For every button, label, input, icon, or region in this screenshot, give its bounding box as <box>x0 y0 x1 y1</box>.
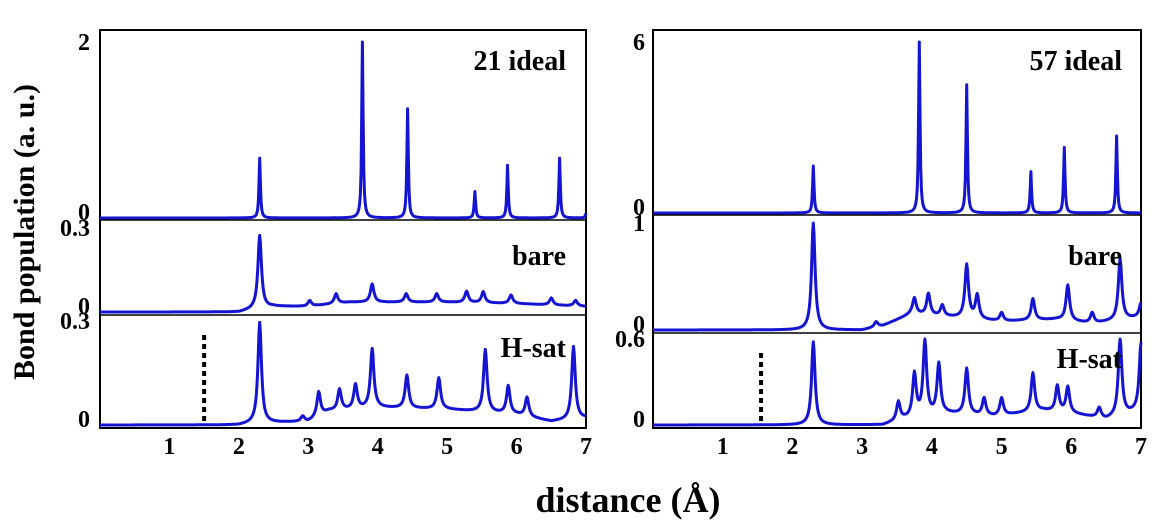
y-tick-label: 0 <box>633 195 645 221</box>
y-tick-label: 0 <box>633 407 645 433</box>
y-tick-label: 0.3 <box>60 309 90 335</box>
x-tick-label: 3 <box>302 434 314 460</box>
spectrum-line-2 <box>652 221 1143 332</box>
x-tick-label: 2 <box>786 434 798 460</box>
y-tick-label: 6 <box>633 30 645 56</box>
y-tick-label: 0 <box>78 200 90 226</box>
x-tick-label: 7 <box>1135 434 1147 460</box>
x-tick-label: 2 <box>233 434 245 460</box>
y-tick-label: 2 <box>78 30 90 56</box>
x-tick-label: 4 <box>926 434 938 460</box>
plot-frame <box>99 29 587 429</box>
x-tick-label: 4 <box>372 434 384 460</box>
x-tick-label: 5 <box>441 434 453 460</box>
subplot-label: bare <box>512 241 566 272</box>
subplot-label: bare <box>1068 241 1122 272</box>
y-tick-label: 0 <box>78 294 90 320</box>
x-tick-label: 6 <box>511 434 523 460</box>
y-tick-label: 1 <box>633 211 645 237</box>
y-axis-label: Bond population (a. u.) <box>8 84 41 380</box>
x-tick-label: 7 <box>580 434 592 460</box>
spectrum-line-1 <box>652 40 1142 215</box>
subplot-label: 21 ideal <box>473 46 566 77</box>
subplot-label: 57 ideal <box>1029 46 1122 77</box>
x-tick-label: 1 <box>717 434 729 460</box>
y-tick-label: 0 <box>78 407 90 433</box>
x-tick-label: 6 <box>1065 434 1077 460</box>
spectrum-line-1 <box>99 40 588 220</box>
x-tick-label: 3 <box>856 434 868 460</box>
y-tick-label: 0.6 <box>615 327 645 353</box>
spectrum-line-3 <box>652 337 1143 427</box>
plot-frame <box>652 29 1142 429</box>
x-tick-label: 5 <box>996 434 1008 460</box>
x-axis-label: distance (Å) <box>536 480 721 520</box>
spectrum-line-3 <box>99 320 587 427</box>
y-tick-label: 0.3 <box>60 216 90 242</box>
x-tick-label: 1 <box>163 434 175 460</box>
spectrum-line-2 <box>99 233 587 314</box>
subplot-label: H-sat <box>1057 344 1123 375</box>
subplot-label: H-sat <box>501 333 567 364</box>
y-tick-label: 0 <box>633 312 645 338</box>
